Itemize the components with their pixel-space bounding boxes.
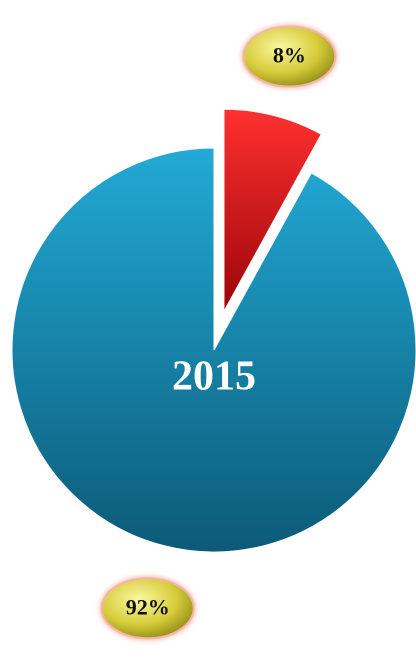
label-badge xyxy=(242,25,337,88)
data-label: 8% xyxy=(273,43,306,68)
chart-title: 2015 xyxy=(172,354,256,400)
pie-slice xyxy=(11,147,416,553)
label-badge xyxy=(100,577,195,640)
data-label: 92% xyxy=(126,594,170,619)
pie-slice xyxy=(223,108,322,312)
